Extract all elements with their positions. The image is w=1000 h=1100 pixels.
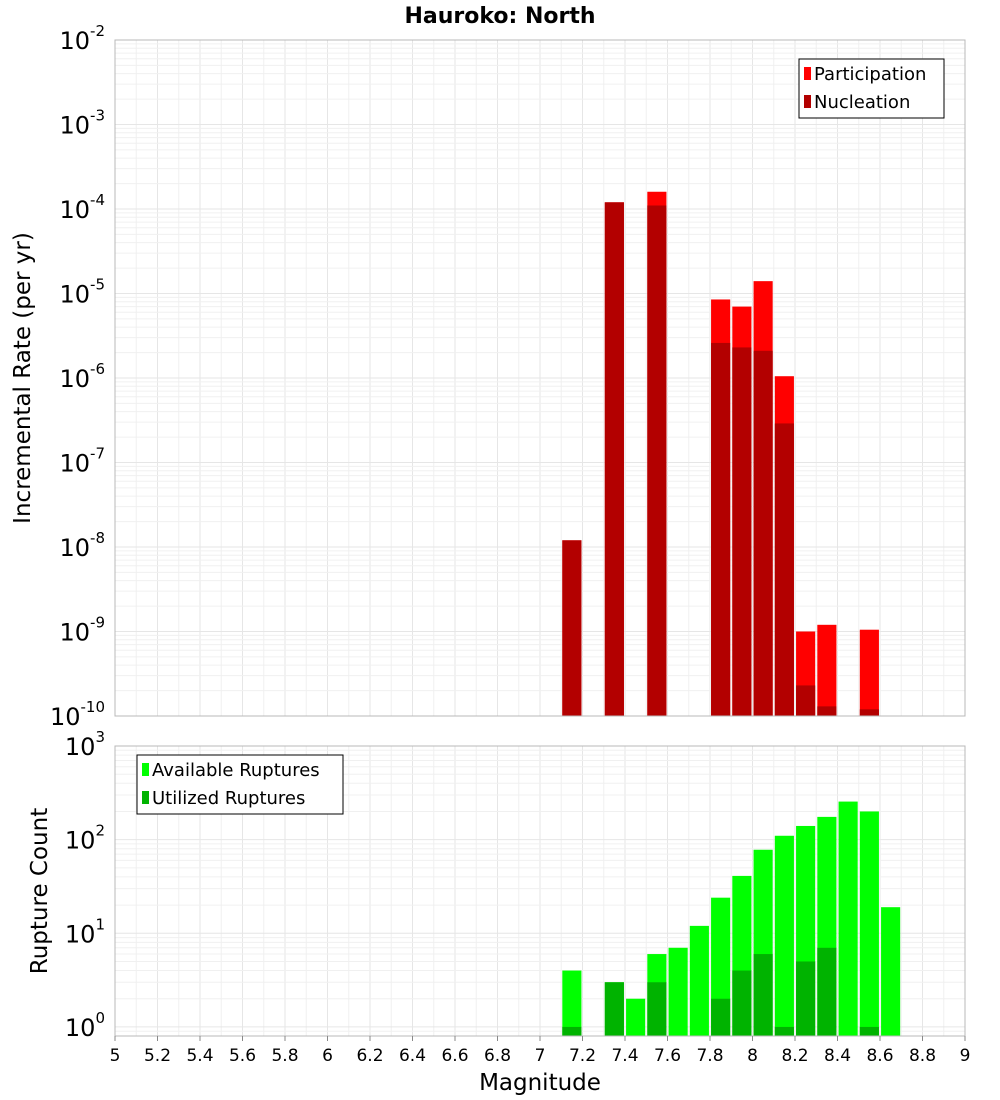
bar [604, 202, 624, 716]
bar [647, 205, 667, 716]
x-tick-label: 7.8 [696, 1046, 723, 1066]
legend: Available Ruptures Utilized Ruptures [136, 754, 344, 815]
bar [817, 624, 837, 716]
bar [753, 954, 773, 1036]
y-ticks: 103 102 101 100 [65, 728, 105, 1042]
x-tick-label: 5.6 [229, 1046, 256, 1066]
x-axis: 5 5.2 5.4 5.6 5.8 6 6.2 6.4 6.6 6.8 7 7.2 7.4 7.6 7.8 8… [110, 1036, 971, 1066]
legend-swatch [142, 763, 149, 776]
bar [753, 350, 773, 716]
bar [817, 947, 837, 1036]
y-tick-label: 10-9 [59, 614, 105, 647]
bar [626, 998, 646, 1036]
y-tick-label: 10-6 [59, 360, 105, 393]
y-tick-label: 102 [65, 822, 105, 855]
x-tick-label: 7.4 [611, 1046, 638, 1066]
legend-swatch [142, 791, 149, 804]
bar [732, 347, 752, 716]
bar [796, 685, 816, 716]
x-tick-label: 5.8 [271, 1046, 298, 1066]
bar [689, 925, 709, 1036]
bar [817, 706, 837, 716]
bar [562, 970, 582, 1036]
x-tick-label: 5 [110, 1046, 121, 1066]
y-tick-label: 101 [65, 915, 105, 948]
bar [562, 1026, 582, 1036]
bar [859, 709, 879, 716]
legend: Participation Nucleation [798, 58, 945, 119]
legend-swatch [804, 67, 811, 80]
bar [562, 540, 582, 716]
legend-label: Utilized Ruptures [152, 788, 305, 809]
legend-box [798, 58, 945, 119]
bar [711, 342, 731, 716]
x-tick-label: 6.6 [441, 1046, 468, 1066]
y-ticks: 10-2 10-3 10-4 10-5 10-6 10-7 10-8 10-9 10-10 [50, 22, 105, 731]
legend-swatch [804, 95, 811, 108]
rate-panel: 10-2 10-3 10-4 10-5 10-6 10-7 10-8 10-9 10-10 Inc… [10, 22, 966, 731]
x-tick-label: 8 [747, 1046, 758, 1066]
bar [838, 801, 858, 1036]
chart-title: Hauroko: North [404, 4, 595, 29]
series-nucleation [562, 202, 879, 716]
bar [881, 907, 901, 1036]
y-tick-label: 10-4 [59, 191, 105, 224]
bar [604, 982, 624, 1036]
x-tick-label: 6.8 [484, 1046, 511, 1066]
y-tick-label: 10-5 [59, 276, 105, 309]
y-axis-label: Incremental Rate (per yr) [10, 232, 36, 524]
bar [859, 629, 879, 716]
bar [796, 961, 816, 1036]
grid [114, 40, 966, 717]
legend-label: Nucleation [814, 92, 910, 113]
y-tick-label: 100 [65, 1009, 105, 1042]
y-tick-label: 10-10 [50, 698, 105, 731]
y-tick-label: 10-2 [59, 22, 105, 55]
bar [774, 1026, 794, 1036]
x-tick-label: 7.2 [569, 1046, 596, 1066]
y-axis-label: Rupture Count [27, 808, 53, 974]
y-tick-label: 10-7 [59, 445, 105, 478]
x-tick-label: 5.2 [144, 1046, 171, 1066]
bar [647, 982, 667, 1036]
y-tick-label: 10-8 [59, 529, 105, 562]
bar [774, 835, 794, 1036]
x-tick-label: 8.2 [781, 1046, 808, 1066]
x-tick-label: 6.4 [399, 1046, 426, 1066]
count-panel: 103 102 101 100 Rupture Count Available Ruptu… [27, 728, 966, 1042]
x-tick-label: 7.6 [654, 1046, 681, 1066]
bar [711, 998, 731, 1036]
x-tick-label: 8.8 [909, 1046, 936, 1066]
x-tick-label: 9 [960, 1046, 971, 1066]
y-tick-label: 10-3 [59, 107, 105, 140]
bar [859, 1026, 879, 1036]
x-tick-label: 6 [322, 1046, 333, 1066]
series-utilized-ruptures [562, 947, 879, 1036]
legend-label: Participation [814, 64, 926, 85]
bar [774, 423, 794, 716]
x-tick-label: 8.6 [866, 1046, 893, 1066]
y-tick-label: 103 [65, 728, 105, 761]
legend-box [136, 754, 344, 815]
x-tick-label: 5.4 [186, 1046, 213, 1066]
bar [668, 947, 688, 1036]
bar [859, 811, 879, 1036]
x-tick-label: 7 [535, 1046, 546, 1066]
legend-label: Available Ruptures [152, 760, 320, 781]
x-tick-label: 8.4 [824, 1046, 851, 1066]
plot-frame [114, 39, 966, 717]
x-axis-label: Magnitude [479, 1070, 601, 1096]
bar [732, 970, 752, 1036]
x-tick-label: 6.2 [356, 1046, 383, 1066]
